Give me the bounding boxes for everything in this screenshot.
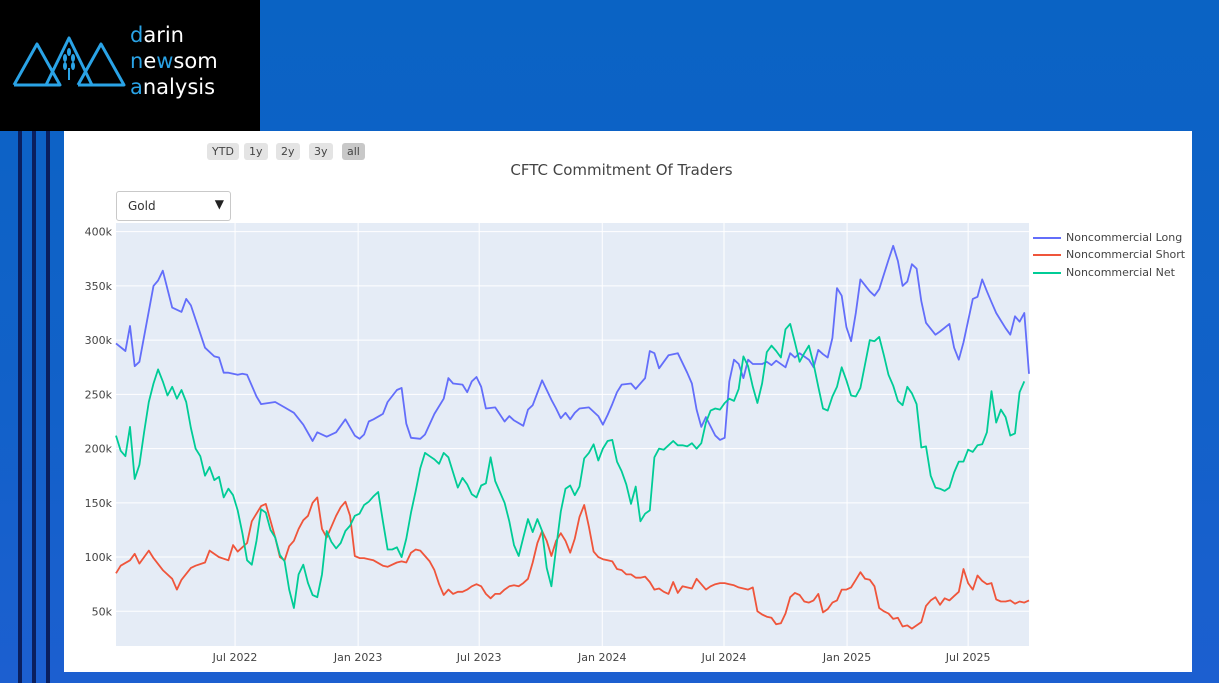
chart-title: CFTC Commitment Of Traders (510, 161, 733, 179)
range-button-all[interactable]: all (342, 143, 365, 160)
brand-name: darin newsom analysis (130, 23, 218, 99)
range-button-2y[interactable]: 2y (276, 143, 300, 160)
x-tick-label: Jul 2025 (945, 651, 991, 664)
x-tick-label: Jul 2024 (701, 651, 747, 664)
y-tick-label: 100k (85, 551, 113, 564)
x-axis: Jul 2022 Jan 2023 Jul 2023 Jan 2024 Jul 2024… (212, 651, 991, 664)
decorative-side-bars (0, 131, 64, 683)
plot-background (116, 223, 1029, 646)
range-button-1y[interactable]: 1y (244, 143, 268, 160)
y-tick-label: 250k (85, 388, 113, 401)
x-tick-label: Jan 2025 (822, 651, 871, 664)
x-tick-label: Jul 2023 (456, 651, 502, 664)
y-tick-label: 400k (85, 226, 113, 239)
legend-swatch-short (1033, 254, 1061, 256)
brand-logo-panel: darin newsom analysis (0, 0, 260, 131)
legend-swatch-long (1033, 237, 1061, 239)
grid-lines (116, 223, 1029, 646)
mountain-logo-icon (12, 36, 126, 87)
y-tick-label: 300k (85, 334, 113, 347)
range-button-3y[interactable]: 3y (309, 143, 333, 160)
dropdown-selected-value: Gold (128, 199, 156, 213)
triangle-down-icon: ▼ (214, 197, 224, 211)
series-line-noncommercial-net[interactable] (115, 322, 1026, 609)
range-button-ytd[interactable]: YTD (207, 143, 239, 160)
y-axis: 50k 100k 150k 200k 250k 300k 350k 400k (85, 226, 113, 619)
legend-swatch-net (1033, 272, 1061, 274)
x-tick-label: Jan 2024 (577, 651, 626, 664)
x-tick-label: Jan 2023 (333, 651, 382, 664)
y-tick-label: 150k (85, 497, 113, 510)
series-line-noncommercial-long[interactable] (115, 244, 1030, 442)
series-lines (115, 244, 1030, 630)
x-tick-label: Jul 2022 (212, 651, 258, 664)
y-tick-label: 50k (92, 605, 113, 618)
y-tick-label: 200k (85, 443, 113, 456)
series-line-noncommercial-short[interactable] (115, 496, 1030, 630)
y-tick-label: 350k (85, 280, 113, 293)
commodity-dropdown[interactable]: Gold ▼ (116, 191, 231, 221)
